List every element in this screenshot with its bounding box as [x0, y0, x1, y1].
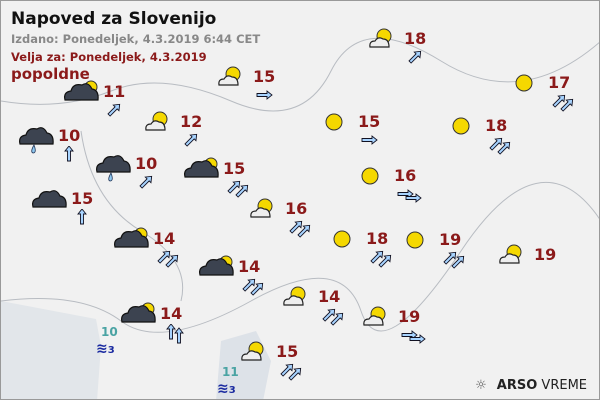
- clear-icon: [316, 108, 356, 144]
- station-temperature: 19: [534, 245, 557, 264]
- wind-arrow-ne-icon: [279, 362, 305, 388]
- station-temperature: 19: [439, 230, 462, 249]
- station-temperature: 15: [71, 189, 94, 208]
- station-temperature: 14: [160, 304, 183, 323]
- clear-icon: [324, 225, 364, 261]
- station-temperature: 18: [404, 29, 427, 48]
- forecast-period: popoldne: [11, 65, 90, 83]
- wind-arrow-ne-icon: [407, 49, 433, 75]
- wind-arrow-ne-icon: [156, 249, 182, 275]
- overcast-rain-icon: [16, 122, 56, 158]
- logo-light: VREME: [537, 378, 587, 393]
- waves-icon: ≋: [96, 341, 108, 357]
- wind-arrow-ne-icon: [106, 102, 132, 128]
- station-temperature: 16: [285, 199, 308, 218]
- wind-arrow-ne-icon: [551, 93, 577, 119]
- arso-logo[interactable]: ☼ ARSO VREME: [475, 378, 587, 393]
- wind-arrow-ne-icon: [442, 250, 468, 276]
- station-temperature: 10: [135, 154, 158, 173]
- station-temperature: 15: [223, 159, 246, 178]
- partly-cloudy-icon: [276, 283, 316, 319]
- border-line: [1, 37, 599, 112]
- issued-time: Izdano: Ponedeljek, 4.3.2019 6:44 CET: [11, 32, 261, 46]
- wind-arrow-n-icon: [163, 323, 189, 350]
- logo-bold: ARSO: [496, 378, 538, 393]
- partly-cloudy-icon: [234, 338, 274, 374]
- station-temperature: 14: [238, 257, 261, 276]
- waves-icon: ≋: [217, 381, 229, 397]
- wind-arrow-e-icon: [361, 132, 387, 158]
- clear-icon: [352, 162, 392, 198]
- wave-height: 3: [107, 345, 115, 356]
- wind-arrow-ne-icon: [488, 136, 514, 162]
- wind-arrow-n-icon: [61, 145, 87, 172]
- clear-icon: [506, 69, 546, 105]
- wind-arrow-ne-icon: [369, 249, 395, 275]
- wind-arrow-e-icon: [397, 186, 423, 212]
- partly-cloudy-icon: [138, 108, 178, 144]
- mostly-cloudy-icon: [61, 78, 101, 114]
- sun-logo-icon: ☼: [475, 378, 487, 393]
- clear-icon: [443, 112, 483, 148]
- partly-cloudy-icon: [492, 241, 532, 277]
- station-temperature: 18: [366, 229, 389, 248]
- station-temperature: 15: [276, 342, 299, 361]
- station-temperature: 14: [153, 229, 176, 248]
- wind-arrow-ne-icon: [321, 307, 347, 333]
- overcast-rain-icon: [93, 150, 133, 186]
- partly-cloudy-icon: [362, 25, 402, 61]
- station-temperature: 15: [358, 112, 381, 131]
- wind-arrow-n-icon: [74, 208, 100, 235]
- mostly-cloudy-icon: [181, 155, 221, 191]
- wind-arrow-ne-icon: [138, 174, 164, 200]
- mostly-cloudy-icon: [111, 225, 151, 261]
- partly-cloudy-icon: [356, 303, 396, 339]
- station-temperature: 18: [485, 116, 508, 135]
- border-line: [1, 182, 599, 333]
- wind-arrow-e-icon: [256, 87, 282, 113]
- wind-arrow-ne-icon: [288, 219, 314, 245]
- sea-area: [1, 301, 101, 399]
- station-temperature: 16: [394, 166, 417, 185]
- station-temperature: 12: [180, 112, 203, 131]
- partly-cloudy-icon: [243, 195, 283, 231]
- sea-temperature: 11: [222, 365, 239, 379]
- station-temperature: 15: [253, 67, 276, 86]
- wave-height: 3: [228, 385, 236, 396]
- station-temperature: 11: [103, 82, 126, 101]
- wind-arrow-e-icon: [401, 327, 427, 353]
- wind-arrow-ne-icon: [183, 132, 209, 158]
- page-title: Napoved za Slovenijo: [11, 9, 217, 29]
- station-temperature: 19: [398, 307, 421, 326]
- waves-indicator: ≋3: [217, 381, 236, 397]
- clear-icon: [397, 226, 437, 262]
- valid-date: Velja za: Ponedeljek, 4.3.2019: [11, 50, 207, 64]
- overcast-icon: [29, 185, 69, 221]
- waves-indicator: ≋3: [96, 341, 115, 357]
- station-temperature: 14: [318, 287, 341, 306]
- station-temperature: 10: [58, 126, 81, 145]
- wind-arrow-ne-icon: [241, 277, 267, 303]
- mostly-cloudy-icon: [196, 253, 236, 289]
- partly-cloudy-icon: [211, 63, 251, 99]
- mostly-cloudy-icon: [118, 300, 158, 336]
- sea-temperature: 10: [101, 325, 118, 339]
- wind-arrow-ne-icon: [226, 179, 252, 205]
- station-temperature: 17: [548, 73, 571, 92]
